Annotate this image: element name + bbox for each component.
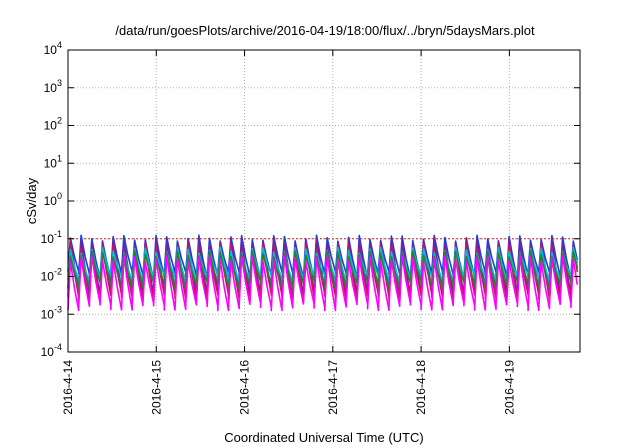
y-tick-label: 102 [44,116,62,133]
y-axis: 10-4 10-3 10-2 10-1 100 101 102 103 104 [41,40,580,359]
y-tick-label: 103 [44,78,62,95]
x-axis: 2016-4-14 2016-4-15 2016-4-16 2016-4-17 2016… [61,50,516,415]
y-tick-label: 10-3 [41,304,62,321]
y-tick-label: 10-4 [41,342,62,359]
x-tick-label: 2016-4-16 [238,360,252,415]
y-tick-label: 10-2 [41,267,62,284]
y-tick-label: 10-1 [41,229,62,246]
x-axis-label: Coordinated Universal Time (UTC) [224,430,423,445]
y-tick-label: 100 [44,191,62,208]
plot-series [67,234,579,312]
x-tick-label: 2016-4-19 [502,360,516,415]
y-tick-label: 101 [44,153,62,170]
series-line [67,255,579,312]
x-tick-label: 2016-4-14 [61,360,75,415]
x-tick-label: 2016-4-15 [149,360,163,415]
chart-title: /data/run/goesPlots/archive/2016-04-19/1… [115,23,535,38]
x-tick-label: 2016-4-18 [414,360,428,415]
x-tick-label: 2016-4-17 [326,360,340,415]
series-line [67,250,579,290]
y-tick-label: 104 [44,40,62,57]
y-axis-label: cSv/day [24,177,39,224]
